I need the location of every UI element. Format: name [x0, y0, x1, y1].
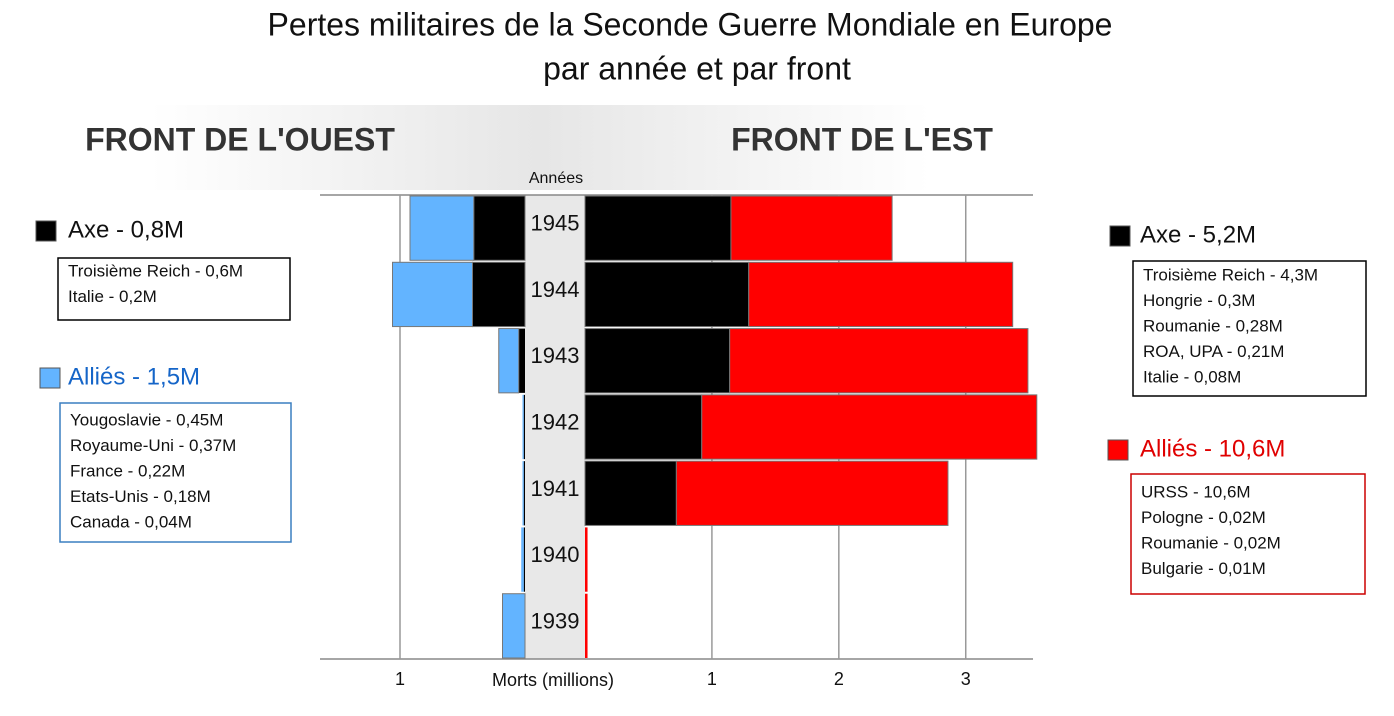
legend-detail: France - 0,22M [70, 461, 185, 480]
year-label: 1939 [531, 608, 580, 633]
legend-label: Alliés - 1,5M [68, 363, 200, 390]
chart-subtitle: par année et par front [543, 50, 851, 86]
year-label: 1941 [531, 476, 580, 501]
bar [584, 394, 703, 460]
category-axis-label: Années [529, 170, 583, 187]
legend-detail: Italie - 0,2M [68, 287, 157, 306]
legend-detail: Roumanie - 0,28M [1143, 316, 1283, 335]
legend-box [1132, 260, 1367, 397]
legend-detail: Royaume-Uni - 0,37M [70, 436, 236, 455]
legend-detail: Troisième Reich - 0,6M [68, 261, 243, 280]
bar [523, 461, 525, 526]
year-label: 1945 [531, 211, 580, 236]
bar [585, 593, 588, 658]
bar [584, 460, 677, 526]
chart-title: Pertes militaires de la Seconde Guerre M… [268, 6, 1113, 42]
legend-detail: Bulgarie - 0,01M [1141, 559, 1266, 578]
bar [523, 527, 525, 592]
legend-swatch [1107, 439, 1129, 461]
legend-box [57, 257, 291, 321]
year-label: 1944 [531, 277, 580, 302]
bar [498, 328, 520, 394]
bar [730, 195, 893, 261]
legend-swatch [39, 367, 61, 389]
year-label: 1940 [531, 542, 580, 567]
legend-label: Axe - 5,2M [1140, 221, 1256, 248]
bar [584, 261, 750, 328]
bar [392, 261, 473, 328]
x-tick-label: 2 [834, 669, 844, 689]
legend-label: Axe - 0,8M [68, 216, 184, 243]
year-label: 1943 [531, 343, 580, 368]
year-label: 1942 [531, 409, 580, 434]
value-axis-label: Morts (millions) [492, 670, 614, 690]
bar [584, 328, 731, 394]
bar [585, 527, 588, 592]
legend-detail: ROA, UPA - 0,21M [1143, 342, 1284, 361]
front-heading: FRONT DE L'OUEST [85, 121, 395, 157]
x-tick-label: 3 [961, 669, 971, 689]
bar [473, 195, 526, 261]
bar [675, 460, 949, 526]
legend-detail: Troisième Reich - 4,3M [1143, 265, 1318, 284]
legend-detail: Etats-Unis - 0,18M [70, 487, 211, 506]
front-heading: FRONT DE L'EST [731, 121, 993, 157]
legend-swatch [35, 220, 57, 242]
bar [701, 394, 1038, 460]
x-tick-label: 1 [707, 669, 717, 689]
x-tick-label: 1 [395, 669, 405, 689]
bar [522, 394, 524, 460]
legend-detail: Canada - 0,04M [70, 512, 192, 531]
legend-detail: Pologne - 0,02M [1141, 508, 1266, 527]
bar [518, 328, 525, 393]
legend-detail: Italie - 0,08M [1143, 367, 1241, 386]
legend-detail: Yougoslavie - 0,45M [70, 410, 223, 429]
bar [729, 328, 1029, 394]
bar [409, 195, 475, 261]
bar [502, 593, 526, 659]
legend-detail: Roumanie - 0,02M [1141, 533, 1281, 552]
bar [521, 527, 524, 592]
legend-detail: Hongrie - 0,3M [1143, 291, 1255, 310]
legend-swatch [1109, 225, 1131, 247]
bar [522, 461, 524, 526]
bar [523, 394, 525, 460]
bar [748, 261, 1014, 328]
bar [472, 261, 526, 328]
year-band [525, 195, 585, 659]
legend-label: Alliés - 10,6M [1140, 435, 1285, 462]
legend-detail: URSS - 10,6M [1141, 482, 1251, 501]
bar [584, 195, 732, 261]
header-band [150, 105, 930, 190]
legend-box [1130, 473, 1366, 595]
legend-box [59, 402, 292, 543]
